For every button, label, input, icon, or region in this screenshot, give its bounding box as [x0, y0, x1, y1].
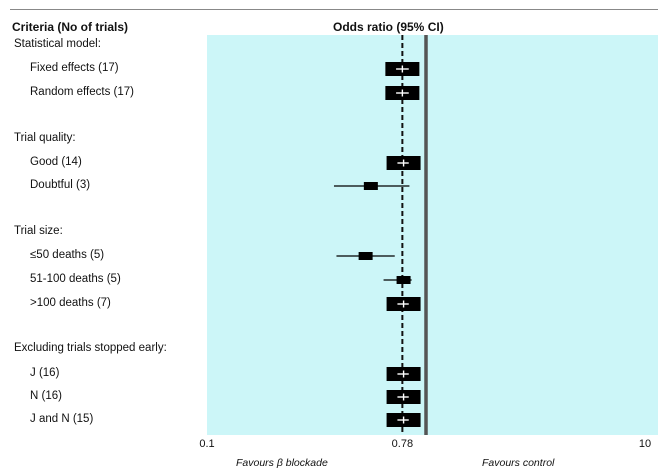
criteria-column-header: Criteria (No of trials) — [12, 20, 129, 34]
row-label: 51-100 deaths (5) — [30, 273, 121, 285]
row-label: J and N (15) — [30, 413, 94, 425]
row-label: Doubtful (3) — [30, 179, 91, 191]
group-label: Statistical model: — [14, 38, 101, 50]
group-label: Excluding trials stopped early: — [14, 342, 167, 354]
header-rule — [10, 9, 658, 10]
row-label: Fixed effects (17) — [30, 62, 119, 74]
odds-ratio-column-header: Odds ratio (95% CI) — [333, 20, 444, 34]
plot-area-background — [207, 35, 658, 435]
favours-control-label: Favours control — [482, 457, 555, 469]
row-label: Random effects (17) — [30, 86, 134, 98]
x-tick-label: 0.78 — [391, 438, 414, 450]
x-tick-label: 0.1 — [199, 438, 215, 450]
estimate-box — [396, 276, 411, 284]
favours-beta-blockade-label: Favours β blockade — [236, 457, 328, 469]
estimate-box — [358, 252, 373, 260]
row-label: J (16) — [30, 367, 60, 379]
row-label: ≤50 deaths (5) — [30, 249, 105, 261]
group-label: Trial quality: — [14, 132, 76, 144]
row-label: Good (14) — [30, 156, 82, 168]
group-label: Trial size: — [14, 225, 63, 237]
row-label: N (16) — [30, 390, 62, 402]
estimate-box — [363, 182, 378, 190]
row-label: >100 deaths (7) — [30, 297, 111, 309]
x-tick-label: 10 — [638, 438, 652, 450]
